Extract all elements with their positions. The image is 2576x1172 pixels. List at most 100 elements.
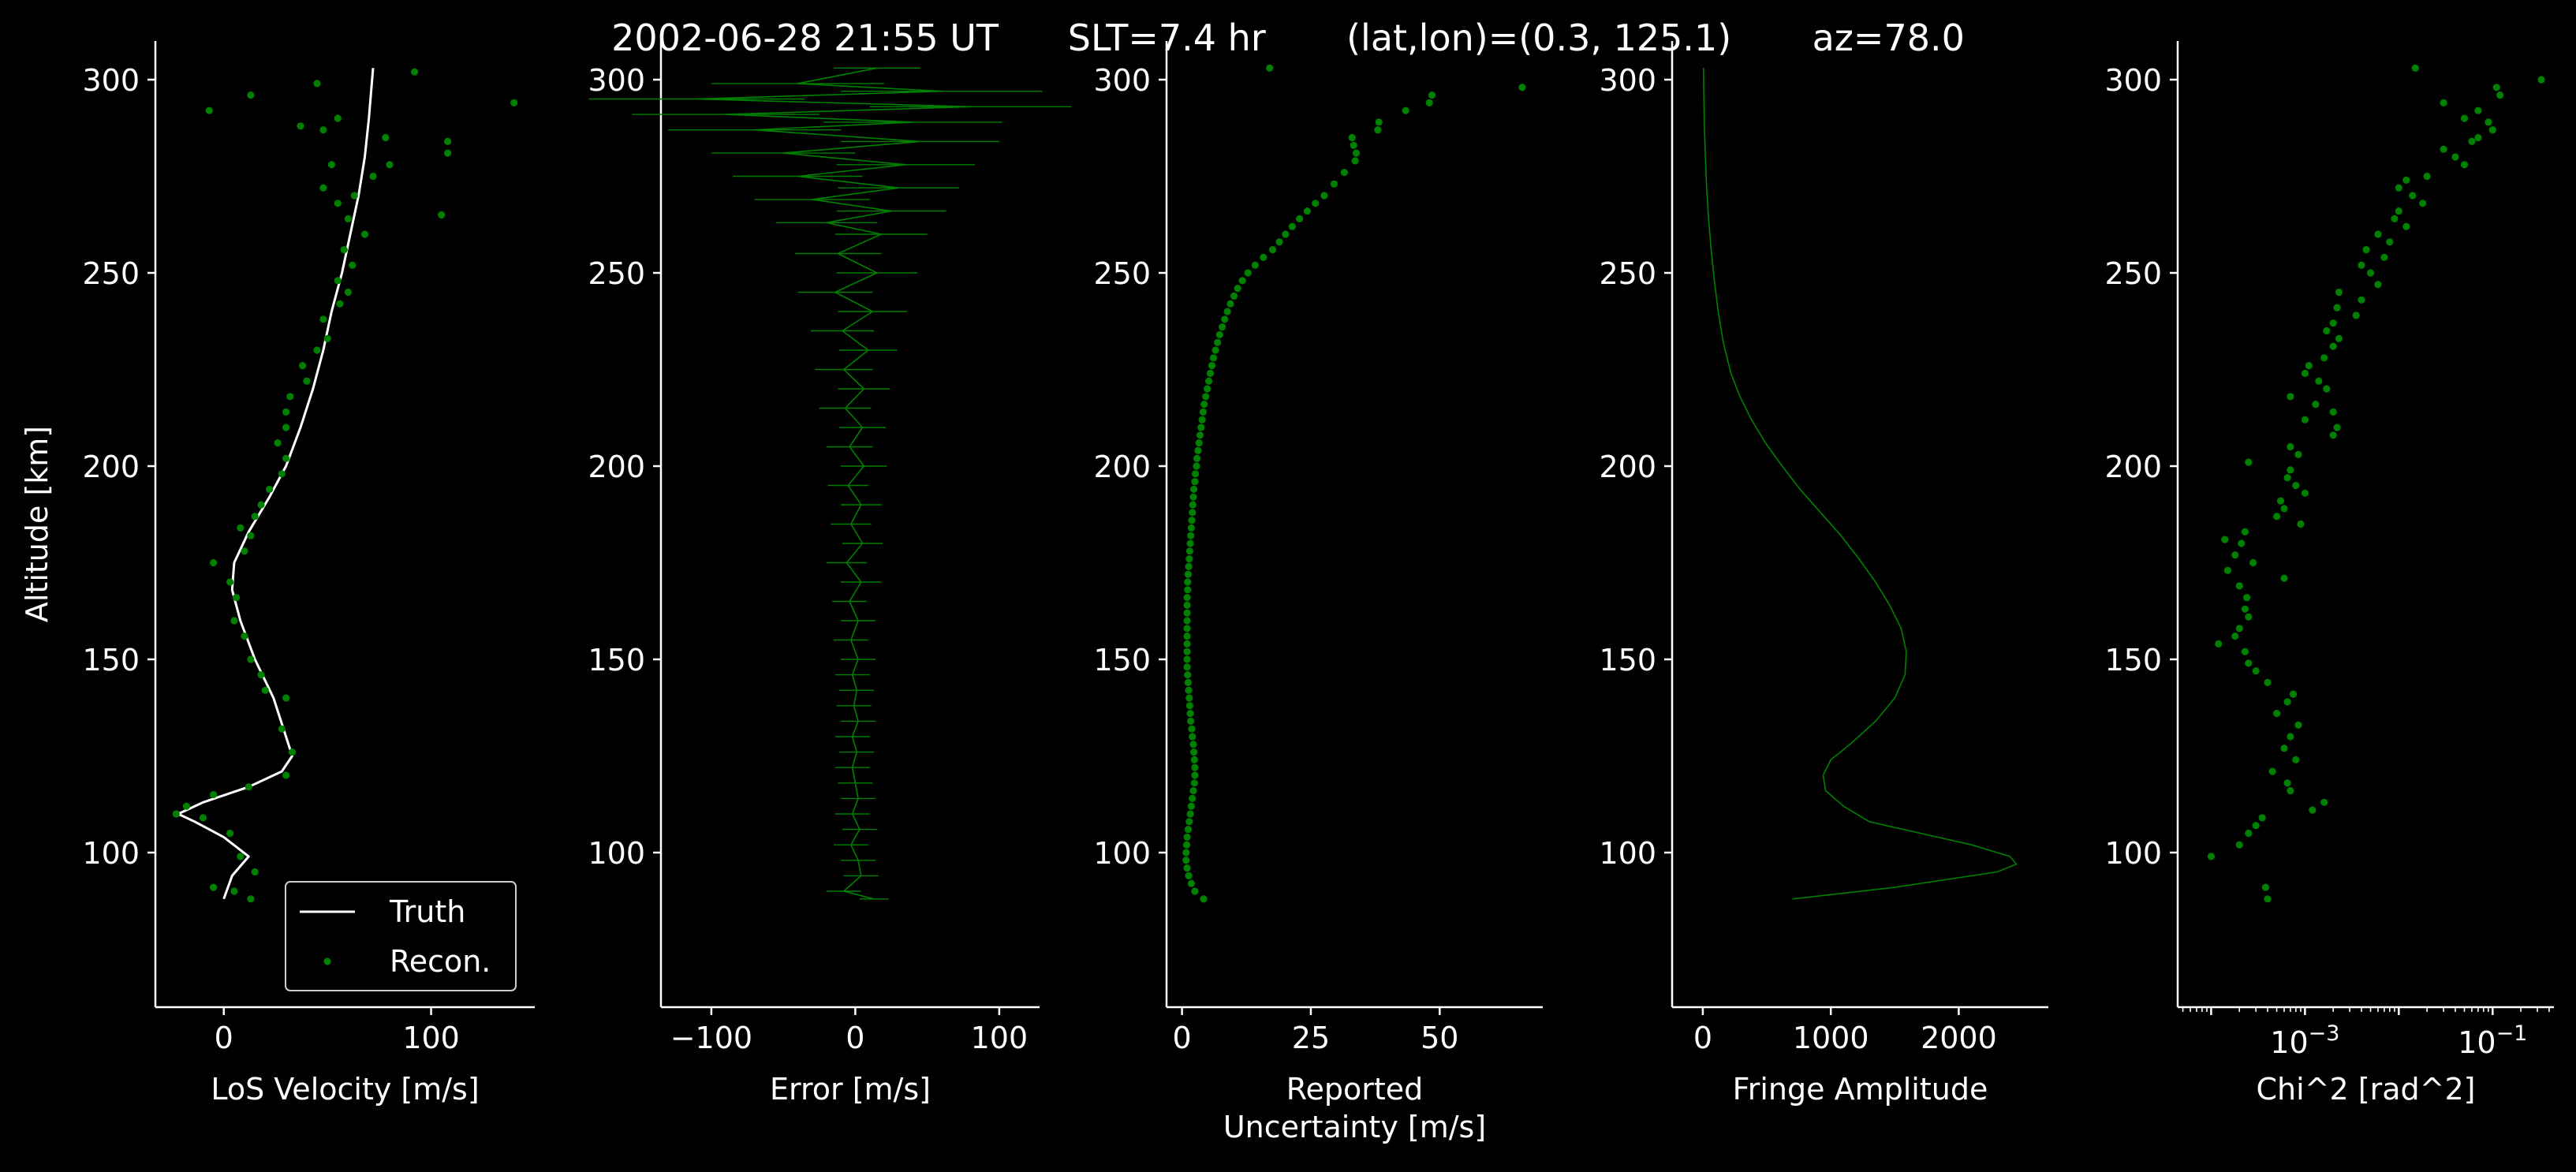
- y-tick-label: 200: [1093, 450, 1151, 484]
- data-point: [2386, 238, 2394, 246]
- data-point: [1320, 192, 1328, 200]
- data-point: [2329, 342, 2337, 350]
- data-point: [2537, 76, 2545, 84]
- data-point: [182, 802, 190, 810]
- data-point: [1189, 501, 1197, 509]
- data-point: [1189, 794, 1197, 803]
- data-point: [2231, 551, 2239, 559]
- data-point: [1191, 478, 1199, 486]
- data-point: [1351, 157, 1359, 165]
- x-tick-label: 0: [1173, 1021, 1192, 1055]
- data-point: [2402, 176, 2410, 184]
- x-axis-label: LoS Velocity [m/s]: [211, 1072, 479, 1107]
- data-point: [1185, 547, 1193, 555]
- data-point: [1183, 625, 1191, 633]
- data-point: [2252, 822, 2260, 830]
- data-point: [1251, 261, 1259, 269]
- data-point: [1244, 269, 1252, 277]
- x-tick-label: −100: [670, 1021, 752, 1055]
- data-point: [2207, 853, 2215, 860]
- x-tick-label: 0: [215, 1021, 233, 1055]
- data-point: [226, 829, 234, 838]
- data-point: [1184, 586, 1192, 594]
- data-point: [241, 547, 248, 555]
- data-point: [1183, 617, 1191, 625]
- data-point: [1185, 702, 1193, 710]
- data-point: [1303, 207, 1311, 215]
- data-point: [1312, 200, 1320, 207]
- data-point: [1197, 424, 1205, 431]
- data-point: [510, 99, 518, 106]
- x-tick-label: 0: [846, 1021, 864, 1055]
- data-point: [319, 184, 327, 192]
- data-point: [2423, 172, 2431, 181]
- data-point: [1188, 517, 1196, 524]
- data-point: [1190, 485, 1198, 494]
- y-tick-label: 150: [1093, 643, 1151, 677]
- data-point: [2362, 246, 2370, 254]
- data-point: [282, 694, 290, 702]
- data-point: [1183, 633, 1191, 640]
- y-tick-label: 300: [588, 63, 645, 98]
- data-point: [360, 230, 369, 238]
- data-point: [1187, 879, 1195, 887]
- panel-2: 100 150 200 250 300 −100 0 100 Error [m/s]: [588, 41, 1072, 1107]
- data-point: [2358, 261, 2365, 269]
- y-tick-label: 250: [1599, 256, 1656, 291]
- data-point: [1187, 524, 1195, 532]
- data-point: [1184, 671, 1192, 679]
- series-line: [1703, 68, 2018, 900]
- data-point: [1348, 133, 1356, 142]
- data-point: [1183, 609, 1191, 617]
- data-point: [2264, 678, 2272, 687]
- y-tick-label: 300: [82, 63, 140, 98]
- data-point: [2492, 84, 2500, 91]
- data-point: [1187, 802, 1195, 810]
- data-point: [1191, 771, 1199, 779]
- data-point: [1186, 710, 1194, 718]
- data-point: [2223, 566, 2231, 574]
- data-point: [1183, 663, 1191, 671]
- data-point: [444, 149, 452, 157]
- data-point: [313, 80, 321, 88]
- data-point: [210, 558, 218, 567]
- data-point: [1185, 694, 1193, 702]
- y-tick-label: 300: [1093, 63, 1151, 98]
- data-point: [1230, 292, 1238, 300]
- panel-3: 100 150 200 250 300 0 25 50 ReportedUncertainty …: [1093, 41, 1543, 1144]
- data-point: [1192, 470, 1200, 478]
- data-point: [2335, 288, 2343, 297]
- data-point: [2280, 505, 2288, 513]
- data-point: [1223, 308, 1231, 315]
- data-point: [2333, 304, 2341, 312]
- data-point: [1211, 346, 1219, 354]
- legend-box: [285, 881, 517, 991]
- data-point: [2315, 377, 2323, 385]
- data-point: [2245, 659, 2253, 667]
- data-point: [247, 655, 255, 663]
- y-tick-label: 300: [2104, 63, 2162, 98]
- data-point: [1183, 648, 1191, 655]
- data-point: [1185, 562, 1193, 571]
- data-point: [2249, 558, 2257, 567]
- data-point: [386, 161, 394, 169]
- data-point: [2468, 137, 2476, 145]
- data-point: [1198, 416, 1206, 424]
- data-point: [1187, 717, 1195, 726]
- data-point: [2395, 184, 2402, 192]
- data-point: [1185, 818, 1193, 826]
- data-point: [1193, 462, 1200, 470]
- data-point: [2215, 640, 2223, 648]
- data-point: [2258, 814, 2266, 822]
- data-point: [1214, 338, 1222, 346]
- data-point: [2280, 574, 2288, 582]
- data-point: [1200, 895, 1208, 903]
- data-point: [2297, 520, 2305, 528]
- data-point: [2294, 721, 2302, 729]
- data-point: [1226, 300, 1234, 308]
- x-tick-label: 25: [1292, 1021, 1330, 1055]
- data-point: [2460, 114, 2469, 122]
- data-point: [1208, 362, 1216, 370]
- data-point: [299, 362, 307, 370]
